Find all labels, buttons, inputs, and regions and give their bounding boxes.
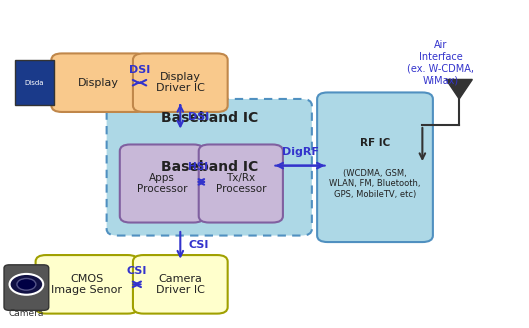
- FancyBboxPatch shape: [35, 255, 138, 314]
- Text: HSI: HSI: [188, 162, 208, 172]
- Text: Display: Display: [78, 78, 119, 88]
- FancyBboxPatch shape: [133, 53, 227, 112]
- Text: Camera
Driver IC: Camera Driver IC: [156, 274, 205, 295]
- Text: CSI: CSI: [188, 240, 208, 250]
- Text: RF IC: RF IC: [360, 138, 390, 148]
- FancyBboxPatch shape: [199, 145, 283, 222]
- Text: Tx/Rx
Processor: Tx/Rx Processor: [216, 173, 266, 194]
- FancyBboxPatch shape: [4, 265, 49, 310]
- Text: DSI: DSI: [129, 65, 150, 74]
- FancyBboxPatch shape: [133, 255, 227, 314]
- Text: Display
Driver IC: Display Driver IC: [156, 72, 205, 93]
- Text: DSI: DSI: [188, 112, 209, 122]
- Text: (WCDMA, GSM,
WLAN, FM, Bluetooth,
GPS, MobileTV, etc): (WCDMA, GSM, WLAN, FM, Bluetooth, GPS, M…: [329, 169, 421, 198]
- FancyBboxPatch shape: [51, 53, 146, 112]
- Text: DigRF: DigRF: [281, 148, 318, 157]
- FancyBboxPatch shape: [107, 99, 312, 236]
- FancyBboxPatch shape: [317, 92, 433, 242]
- Text: Apps
Processor: Apps Processor: [136, 173, 187, 194]
- Text: Camera: Camera: [9, 309, 44, 318]
- FancyBboxPatch shape: [120, 145, 204, 222]
- Polygon shape: [446, 79, 472, 99]
- Circle shape: [17, 278, 36, 290]
- FancyBboxPatch shape: [14, 60, 54, 106]
- Text: Baseband IC: Baseband IC: [161, 160, 258, 174]
- Text: CMOS
Image Senor: CMOS Image Senor: [51, 274, 122, 295]
- Text: CSI: CSI: [127, 266, 147, 276]
- Text: Air
Interface
(ex. W-CDMA,
WiMax): Air Interface (ex. W-CDMA, WiMax): [407, 40, 475, 85]
- Circle shape: [10, 274, 43, 295]
- Text: Disda: Disda: [24, 80, 44, 86]
- Text: Baseband IC: Baseband IC: [161, 112, 258, 126]
